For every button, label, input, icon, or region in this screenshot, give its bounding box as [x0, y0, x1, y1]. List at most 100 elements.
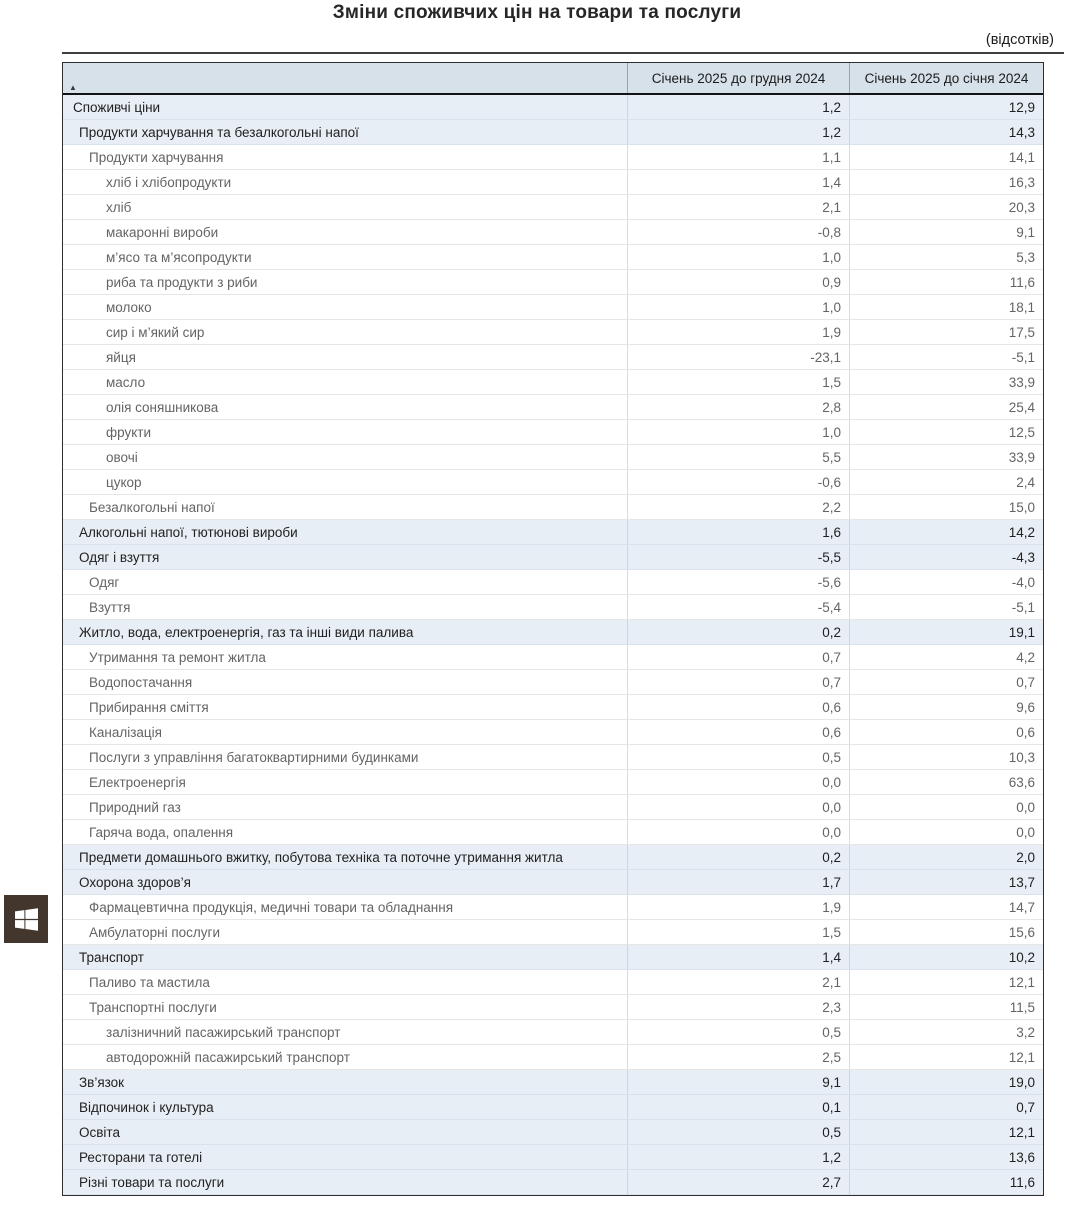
table-row[interactable]: Прибирання сміття 0,6 9,6 [63, 695, 1043, 720]
row-value-jan2025-to-dec2024: 0,2 [627, 845, 849, 869]
table-row[interactable]: Ресторани та готелі 1,2 13,6 [63, 1145, 1043, 1170]
row-value-jan2025-to-jan2024: -5,1 [849, 595, 1043, 619]
column-header-jan2025-to-dec2024[interactable]: Січень 2025 до грудня 2024 [627, 63, 849, 93]
table-row[interactable]: Каналізація 0,6 0,6 [63, 720, 1043, 745]
table-row[interactable]: Житло, вода, електроенергія, газ та інші… [63, 620, 1043, 645]
table-row[interactable]: Фармацевтична продукція, медичні товари … [63, 895, 1043, 920]
table-row[interactable]: Продукти харчування та безалкогольні нап… [63, 120, 1043, 145]
row-label: яйця [106, 349, 136, 365]
table-row[interactable]: Амбулаторні послуги 1,5 15,6 [63, 920, 1043, 945]
row-value-jan2025-to-dec2024: 9,1 [627, 1070, 849, 1094]
row-value-jan2025-to-dec2024: 0,6 [627, 695, 849, 719]
table-row[interactable]: Відпочинок і культура 0,1 0,7 [63, 1095, 1043, 1120]
row-value-jan2025-to-dec2024: 2,1 [627, 970, 849, 994]
table-row[interactable]: сир і м’який сир 1,9 17,5 [63, 320, 1043, 345]
row-value-jan2025-to-dec2024: -0,8 [627, 220, 849, 244]
table-row[interactable]: м’ясо та м’ясопродукти 1,0 5,3 [63, 245, 1043, 270]
table-row[interactable]: залізничний пасажирський транспорт 0,5 3,2 [63, 1020, 1043, 1045]
row-value-jan2025-to-jan2024: 11,6 [849, 270, 1043, 294]
horizontal-rule [62, 52, 1064, 54]
row-label: Безалкогольні напої [89, 499, 215, 515]
row-label: хліб і хлібопродукти [106, 174, 232, 190]
row-value-jan2025-to-jan2024: -4,0 [849, 570, 1043, 594]
row-value-jan2025-to-dec2024: 5,5 [627, 445, 849, 469]
table-row[interactable]: масло 1,5 33,9 [63, 370, 1043, 395]
table-row[interactable]: хліб і хлібопродукти 1,4 16,3 [63, 170, 1043, 195]
table-row[interactable]: Освіта 0,5 12,1 [63, 1120, 1043, 1145]
table-row[interactable]: Електроенергія 0,0 63,6 [63, 770, 1043, 795]
table-row[interactable]: Одяг -5,6 -4,0 [63, 570, 1043, 595]
row-value-jan2025-to-dec2024: 2,8 [627, 395, 849, 419]
row-value-jan2025-to-jan2024: 14,1 [849, 145, 1043, 169]
table-row[interactable]: Гаряча вода, опалення 0,0 0,0 [63, 820, 1043, 845]
table-row[interactable]: олія соняшникова 2,8 25,4 [63, 395, 1043, 420]
row-value-jan2025-to-jan2024: 0,0 [849, 795, 1043, 819]
row-value-jan2025-to-dec2024: 1,4 [627, 945, 849, 969]
row-value-jan2025-to-dec2024: 1,0 [627, 245, 849, 269]
row-label: Одяг і взуття [79, 549, 160, 565]
row-value-jan2025-to-dec2024: 1,5 [627, 370, 849, 394]
table-row[interactable]: молоко 1,0 18,1 [63, 295, 1043, 320]
table-row[interactable]: цукор -0,6 2,4 [63, 470, 1043, 495]
table-row[interactable]: Взуття -5,4 -5,1 [63, 595, 1043, 620]
row-value-jan2025-to-dec2024: 0,7 [627, 670, 849, 694]
row-value-jan2025-to-jan2024: 12,1 [849, 1120, 1043, 1144]
row-label: Різні товари та послуги [79, 1174, 225, 1190]
table-row[interactable]: Послуги з управління багатоквартирними б… [63, 745, 1043, 770]
row-value-jan2025-to-jan2024: 18,1 [849, 295, 1043, 319]
row-label: Транспортні послуги [89, 999, 217, 1015]
row-label: хліб [106, 199, 132, 215]
table-row[interactable]: овочі 5,5 33,9 [63, 445, 1043, 470]
table-row[interactable]: Безалкогольні напої 2,2 15,0 [63, 495, 1043, 520]
table-body: Споживчі ціни 1,2 12,9 Продукти харчування … [63, 95, 1043, 1195]
row-value-jan2025-to-dec2024: 0,0 [627, 795, 849, 819]
table-row[interactable]: Різні товари та послуги 2,7 11,6 [63, 1170, 1043, 1195]
windows-start-button[interactable] [4, 895, 48, 943]
table-row[interactable]: Споживчі ціни 1,2 12,9 [63, 95, 1043, 120]
row-value-jan2025-to-dec2024: 1,1 [627, 145, 849, 169]
row-value-jan2025-to-dec2024: 0,9 [627, 270, 849, 294]
row-value-jan2025-to-dec2024: 0,7 [627, 645, 849, 669]
table-row[interactable]: Предмети домашнього вжитку, побутова тех… [63, 845, 1043, 870]
row-label: молоко [106, 299, 152, 315]
table-row[interactable]: Транспортні послуги 2,3 11,5 [63, 995, 1043, 1020]
table-row[interactable]: яйця -23,1 -5,1 [63, 345, 1043, 370]
row-label: Утримання та ремонт житла [89, 649, 266, 665]
table-row[interactable]: фрукти 1,0 12,5 [63, 420, 1043, 445]
table-row[interactable]: Одяг і взуття -5,5 -4,3 [63, 545, 1043, 570]
table-row[interactable]: автодорожній пасажирський транспорт 2,5 12… [63, 1045, 1043, 1070]
row-label: Амбулаторні послуги [89, 924, 221, 940]
row-value-jan2025-to-dec2024: 1,4 [627, 170, 849, 194]
sort-ascending-icon[interactable]: ▲ [69, 83, 77, 92]
row-value-jan2025-to-jan2024: 2,4 [849, 470, 1043, 494]
column-header-jan2025-to-jan2024[interactable]: Січень 2025 до січня 2024 [849, 63, 1043, 93]
row-value-jan2025-to-dec2024: -5,5 [627, 545, 849, 569]
row-label: Ресторани та готелі [79, 1149, 203, 1165]
row-value-jan2025-to-jan2024: 12,1 [849, 970, 1043, 994]
row-value-jan2025-to-dec2024: 1,0 [627, 420, 849, 444]
table-row[interactable]: хліб 2,1 20,3 [63, 195, 1043, 220]
table-row[interactable]: риба та продукти з риби 0,9 11,6 [63, 270, 1043, 295]
table-row[interactable]: Зв’язок 9,1 19,0 [63, 1070, 1043, 1095]
row-value-jan2025-to-jan2024: -4,3 [849, 545, 1043, 569]
row-value-jan2025-to-jan2024: 9,1 [849, 220, 1043, 244]
row-label: Електроенергія [89, 774, 186, 790]
row-value-jan2025-to-jan2024: 15,6 [849, 920, 1043, 944]
table-row[interactable]: Утримання та ремонт житла 0,7 4,2 [63, 645, 1043, 670]
table-row[interactable]: Продукти харчування 1,1 14,1 [63, 145, 1043, 170]
units-note: (відсотків) [985, 32, 1054, 48]
table-row[interactable]: Алкогольні напої, тютюнові вироби 1,6 14,2 [63, 520, 1043, 545]
table-row[interactable]: Охорона здоров’я 1,7 13,7 [63, 870, 1043, 895]
table-row[interactable]: Природний газ 0,0 0,0 [63, 795, 1043, 820]
table-row[interactable]: Водопостачання 0,7 0,7 [63, 670, 1043, 695]
row-label: Споживчі ціни [73, 99, 161, 115]
row-label: м’ясо та м’ясопродукти [106, 249, 252, 265]
table-row[interactable]: Транспорт 1,4 10,2 [63, 945, 1043, 970]
row-value-jan2025-to-jan2024: 63,6 [849, 770, 1043, 794]
row-value-jan2025-to-jan2024: 11,5 [849, 995, 1043, 1019]
column-header-category[interactable]: ▲ [63, 63, 627, 93]
table-row[interactable]: Паливо та мастила 2,1 12,1 [63, 970, 1043, 995]
row-value-jan2025-to-dec2024: 2,5 [627, 1045, 849, 1069]
table-row[interactable]: макаронні вироби -0,8 9,1 [63, 220, 1043, 245]
row-value-jan2025-to-dec2024: 1,2 [627, 95, 849, 119]
